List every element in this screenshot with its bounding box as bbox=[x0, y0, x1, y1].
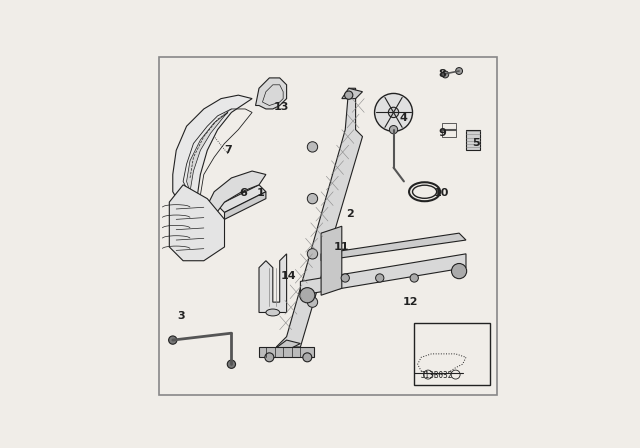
Text: 1: 1 bbox=[257, 189, 264, 198]
Text: J13B032: J13B032 bbox=[421, 371, 454, 380]
Polygon shape bbox=[173, 95, 252, 220]
Text: 14: 14 bbox=[280, 271, 296, 281]
Circle shape bbox=[451, 263, 467, 279]
Circle shape bbox=[265, 353, 274, 362]
Polygon shape bbox=[170, 185, 225, 261]
Circle shape bbox=[410, 274, 419, 282]
Circle shape bbox=[307, 142, 317, 152]
Text: 10: 10 bbox=[434, 189, 449, 198]
Polygon shape bbox=[300, 254, 466, 295]
Polygon shape bbox=[259, 347, 314, 358]
Circle shape bbox=[307, 249, 317, 259]
Text: 11: 11 bbox=[334, 242, 349, 252]
Polygon shape bbox=[225, 192, 266, 220]
Circle shape bbox=[307, 194, 317, 204]
Text: 3: 3 bbox=[177, 311, 185, 321]
Polygon shape bbox=[273, 340, 300, 350]
Polygon shape bbox=[321, 226, 342, 295]
Circle shape bbox=[307, 297, 317, 307]
Circle shape bbox=[389, 125, 397, 134]
Text: 5: 5 bbox=[472, 138, 480, 148]
Ellipse shape bbox=[413, 185, 436, 198]
Circle shape bbox=[168, 336, 177, 344]
Polygon shape bbox=[466, 129, 480, 151]
Circle shape bbox=[442, 71, 449, 78]
Circle shape bbox=[341, 274, 349, 282]
FancyBboxPatch shape bbox=[159, 57, 497, 395]
Polygon shape bbox=[259, 254, 287, 313]
Text: 2: 2 bbox=[346, 209, 355, 219]
Circle shape bbox=[300, 288, 315, 303]
Text: 12: 12 bbox=[403, 297, 419, 307]
Text: 7: 7 bbox=[224, 145, 232, 155]
Polygon shape bbox=[207, 171, 266, 216]
Text: 6: 6 bbox=[239, 189, 248, 198]
Circle shape bbox=[456, 68, 463, 74]
Polygon shape bbox=[187, 112, 228, 192]
Polygon shape bbox=[342, 88, 362, 99]
Circle shape bbox=[303, 353, 312, 362]
Polygon shape bbox=[276, 88, 362, 347]
Text: 13: 13 bbox=[274, 102, 289, 112]
Circle shape bbox=[388, 107, 399, 117]
Circle shape bbox=[344, 91, 353, 99]
Text: 8: 8 bbox=[438, 69, 445, 79]
Text: 9: 9 bbox=[438, 128, 446, 138]
Polygon shape bbox=[255, 78, 287, 109]
Polygon shape bbox=[321, 233, 466, 261]
Ellipse shape bbox=[266, 309, 280, 316]
Circle shape bbox=[376, 274, 384, 282]
Polygon shape bbox=[218, 185, 266, 212]
Text: 4: 4 bbox=[400, 112, 408, 123]
Circle shape bbox=[374, 94, 413, 131]
Circle shape bbox=[227, 360, 236, 368]
